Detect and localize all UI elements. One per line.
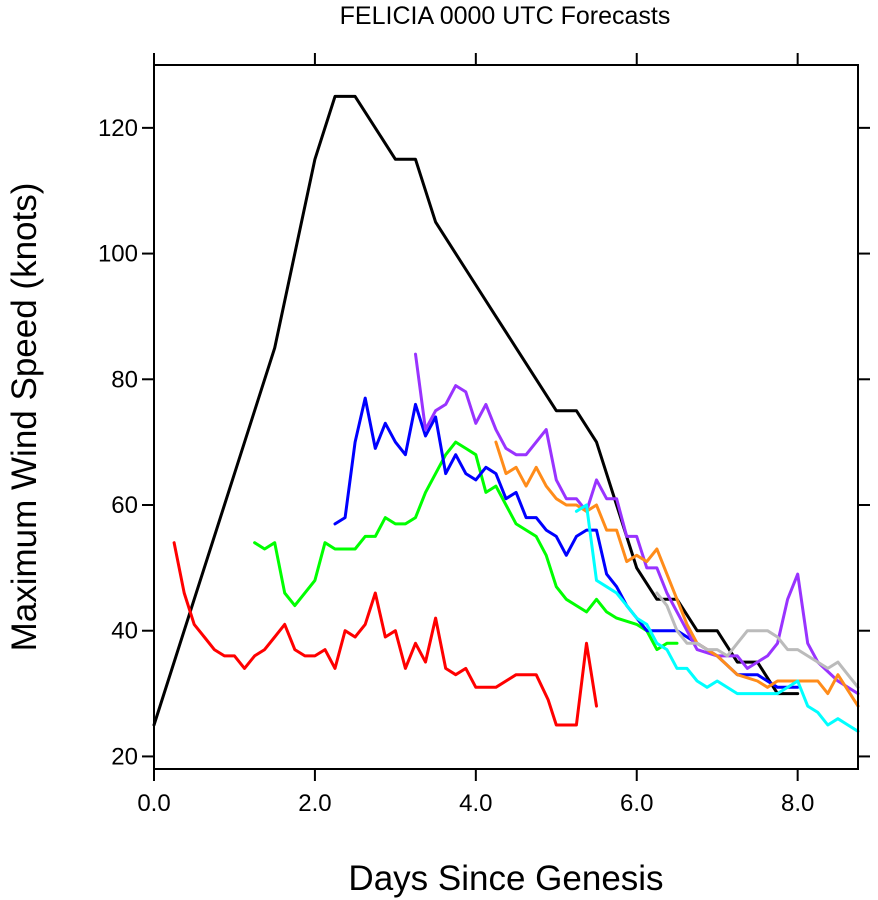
series-line-6 [494,440,860,708]
y-tick-label: 120 [98,115,138,142]
plot-frame [153,64,859,770]
series-line-4 [333,396,800,689]
series-line-3 [253,440,679,652]
x-tick-label: 6.0 [620,790,653,817]
y-tick-label: 40 [111,618,138,645]
series-line-5 [414,352,860,696]
y-tick-label: 100 [98,241,138,268]
series-group [152,94,860,733]
chart-title: FELICIA 0000 UTC Forecasts [340,2,671,30]
series-line-1 [152,94,800,727]
y-tick-label: 60 [111,492,138,519]
series-line-2 [172,541,598,727]
x-tick-label: 4.0 [459,790,492,817]
series-line-8 [655,591,860,689]
x-axis-title: Days Since Genesis [348,859,663,898]
axis-ticks [142,53,870,781]
x-tick-label: 8.0 [781,790,814,817]
y-tick-label: 80 [111,366,138,393]
x-tick-label: 2.0 [298,790,331,817]
y-axis-title: Maximum Wind Speed (knots) [5,183,44,652]
series-line-7 [574,503,860,733]
y-tick-label: 20 [111,743,138,770]
tick-labels: 0.0 2.0 4.0 6.0 8.0 20 40 60 80 100 120 [98,115,814,817]
x-tick-label: 0.0 [137,790,170,817]
